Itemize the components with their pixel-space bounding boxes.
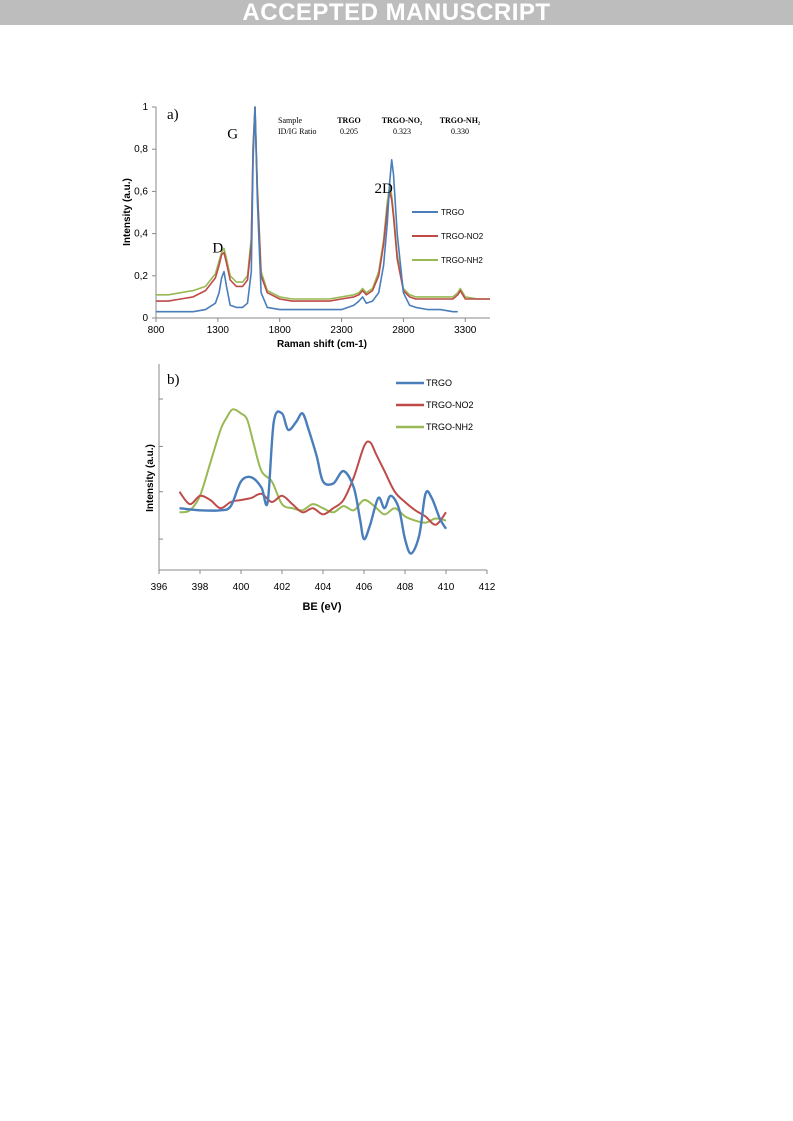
panel-b-xtick-label: 412 [479, 582, 496, 593]
panel-a-legend-label-trgo: TRGO [441, 208, 464, 217]
panel-a-ytick-label: 0,4 [134, 229, 148, 240]
panel-b-series-trgo-no2 [178, 440, 447, 526]
panel-a-ytick-label: 0 [142, 313, 148, 324]
panel-a: a) Raman shift (cm-1) Intensity (a.u.) 0… [122, 102, 490, 350]
table-header-trgo-nh2: TRGO-NH₂ [440, 116, 481, 125]
accepted-manuscript-banner: ACCEPTED MANUSCRIPT [0, 0, 793, 25]
panel-b: b) BE (eV) Intensity (a.u.) 396 398 400 402… [145, 364, 496, 613]
panel-a-xtick-label: 1300 [207, 325, 230, 336]
panel-a-legend-label-trgo-no2: TRGO-NO2 [441, 232, 484, 241]
panel-b-legend-label-trgo: TRGO [426, 378, 452, 388]
panel-a-ytick-label: 0,6 [134, 186, 148, 197]
panel-a-xtick-label: 1800 [269, 325, 292, 336]
panel-b-xtick-label: 408 [397, 582, 414, 593]
panel-b-xtick-label: 404 [315, 582, 332, 593]
panel-b-xtick-label: 410 [438, 582, 455, 593]
panel-a-series-trgo-no2 [156, 106, 490, 302]
panel-a-ytick-label: 1 [142, 102, 148, 113]
panel-b-xtick-label: 400 [233, 582, 250, 593]
panel-b-ylabel: Intensity (a.u.) [145, 444, 156, 512]
ratio-table: Sample TRGO TRGO-NO₂ TRGO-NH₂ ID/IG Rati… [278, 116, 481, 136]
panel-b-legend-label-trgo-nh2: TRGO-NH2 [426, 422, 473, 432]
panel-b-legend-label-trgo-no2: TRGO-NO2 [426, 400, 474, 410]
panel-b-xtick-label: 406 [356, 582, 373, 593]
panel-b-xlabel: BE (eV) [302, 601, 341, 613]
panel-b-xtick-label: 402 [274, 582, 291, 593]
panel-a-series-trgo-nh2 [156, 106, 490, 300]
table-value-trgo-no2: 0.323 [393, 127, 411, 136]
table-value-trgo-nh2: 0.330 [451, 127, 469, 136]
panel-a-ylabel: Intensity (a.u.) [122, 178, 133, 246]
panel-a-xtick-label: 2800 [392, 325, 415, 336]
table-value-trgo: 0.205 [340, 127, 358, 136]
panel-a-ytick-label: 0,8 [134, 144, 148, 155]
panel-a-annotation-2d: 2D [374, 181, 393, 197]
panel-a-legend-label-trgo-nh2: TRGO-NH2 [441, 256, 483, 265]
panel-b-xtick-label: 396 [151, 582, 168, 593]
panel-a-series-trgo [156, 106, 458, 313]
panel-b-series-trgo-nh2 [179, 408, 447, 524]
panel-b-label: b) [167, 372, 180, 388]
table-header-sample: Sample [278, 116, 302, 125]
panel-b-series-trgo [179, 410, 448, 555]
panel-a-label: a) [167, 107, 179, 123]
panel-a-annotation-d: D [212, 240, 223, 256]
panel-a-xlabel: Raman shift (cm-1) [277, 339, 367, 350]
panel-a-xtick-label: 2300 [330, 325, 353, 336]
table-row-label: ID/IG Ratio [278, 127, 316, 136]
table-header-trgo-no2: TRGO-NO₂ [382, 116, 423, 125]
panel-a-xtick-label: 3300 [454, 325, 477, 336]
panel-b-xtick-label: 398 [192, 582, 209, 593]
panel-a-ytick-label: 0,2 [134, 271, 148, 282]
table-header-trgo: TRGO [337, 116, 361, 125]
panel-a-xtick-label: 800 [148, 325, 165, 336]
panel-a-annotation-g: G [227, 126, 238, 142]
